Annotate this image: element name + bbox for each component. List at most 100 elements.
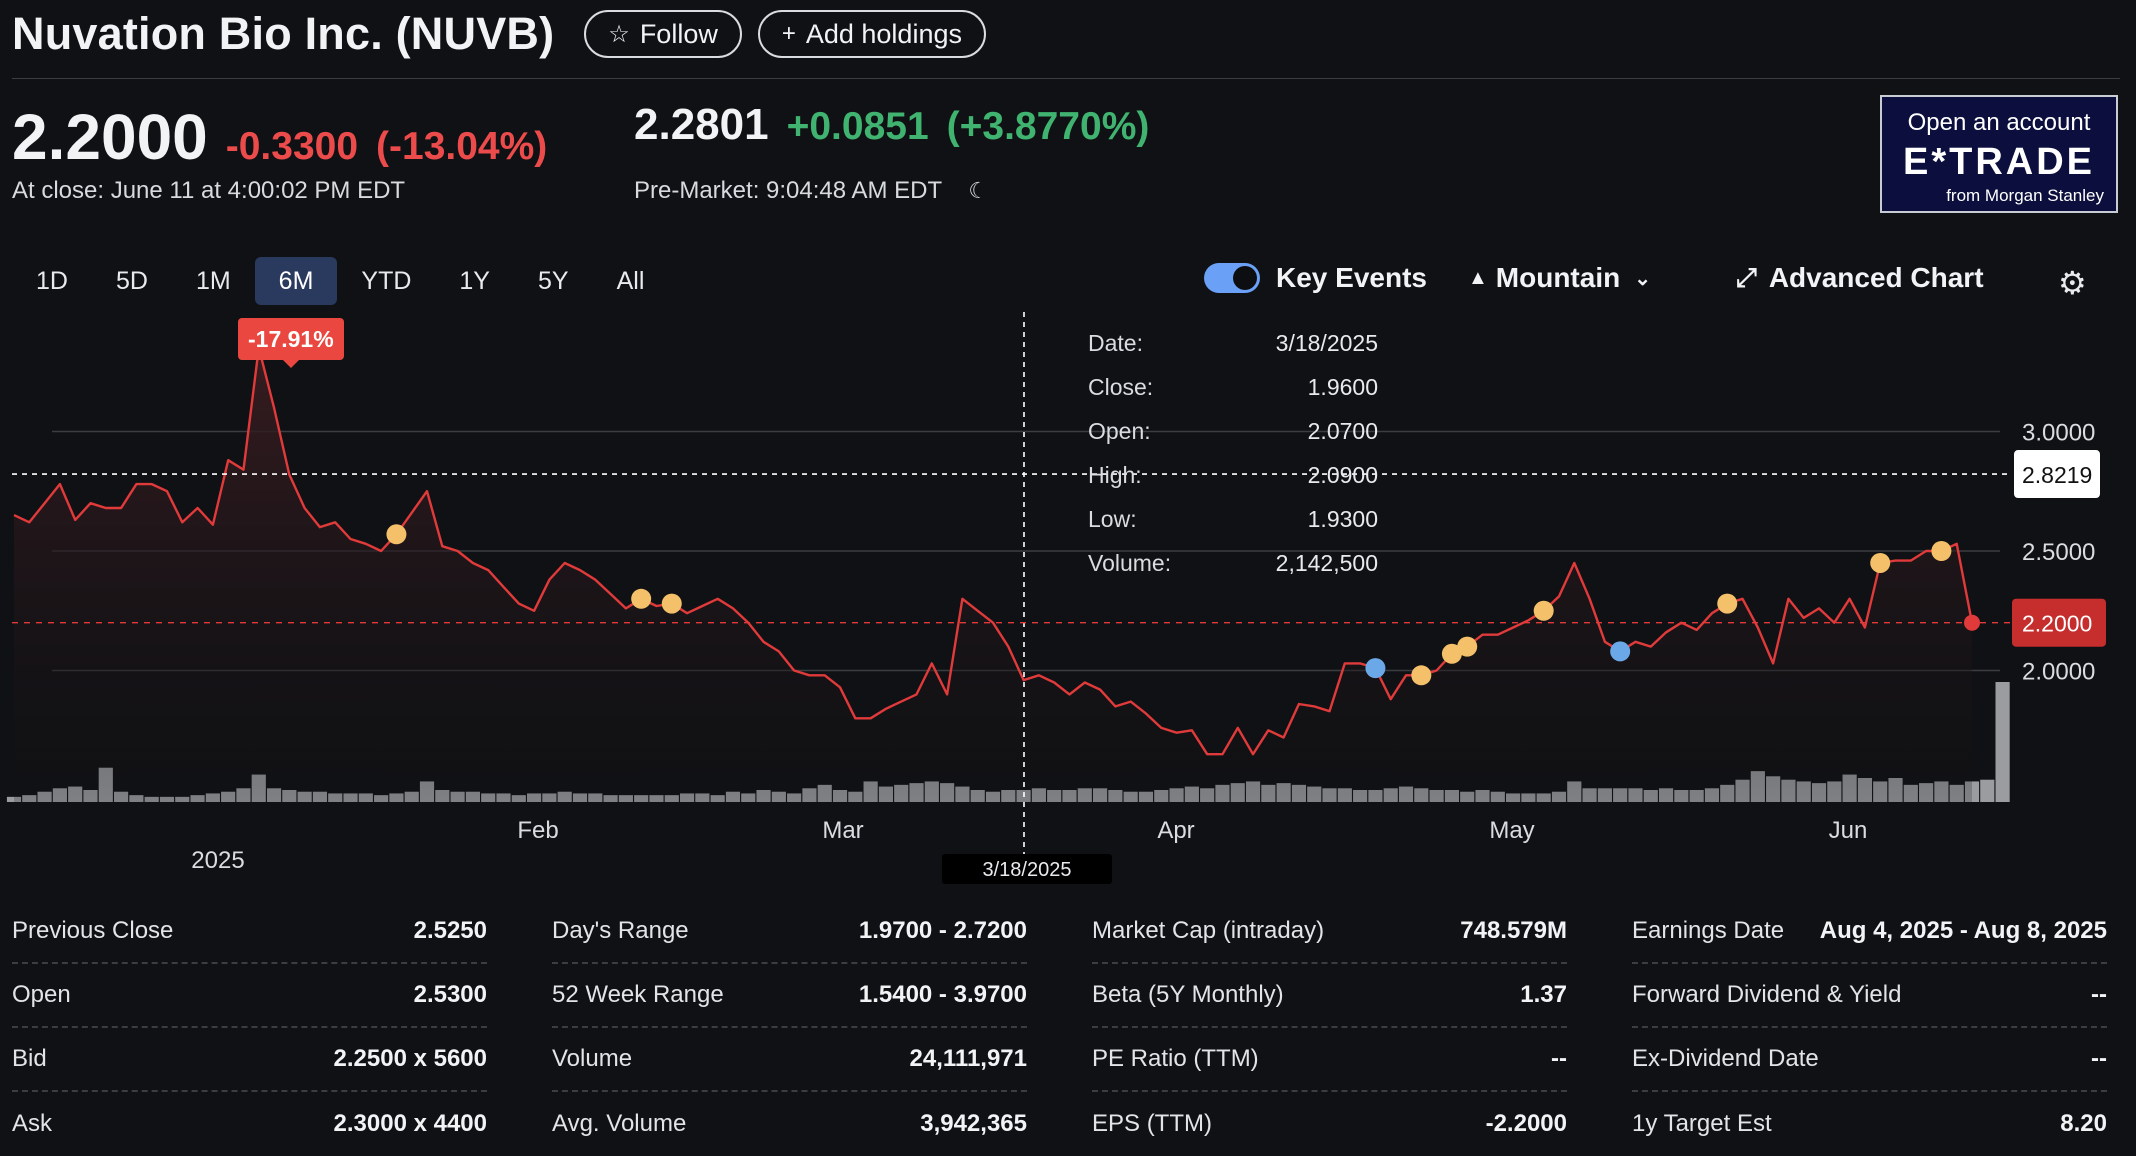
advanced-chart-label: Advanced Chart (1768, 262, 1984, 293)
stat-label: 1y Target Est (1632, 1110, 1772, 1137)
key-event-marker (1457, 636, 1478, 657)
price-chart[interactable]: 3.0000 2.5000 2.0000 2.8219 2.2000 Feb Mar Apr M… (0, 300, 2136, 900)
crosshair-date-box (942, 854, 1112, 884)
stats-column: Day's Range 1.9700 - 2.7200 52 Week Range 1… (552, 900, 1027, 1156)
tooltip-row: Volume: 2,142,500 (1088, 550, 1378, 594)
tooltip-row: Low: 1.9300 (1088, 506, 1378, 550)
close-change-pct: (-13.04%) (376, 125, 548, 168)
stat-label: Open (12, 981, 71, 1008)
chart-type-label: Mountain (1495, 262, 1621, 293)
key-event-marker (661, 593, 682, 614)
stat-label: Beta (5Y Monthly) (1092, 981, 1284, 1008)
last-price-dot (1964, 614, 1980, 631)
price-area (14, 347, 1972, 802)
gear-icon[interactable]: ⚙ (2058, 265, 2087, 301)
add-holdings-label: Add holdings (805, 18, 962, 49)
stat-value: 8.20 (2060, 1110, 2107, 1137)
stat-label: Previous Close (12, 917, 174, 944)
current-price-label: 2.2000 (2022, 611, 2092, 637)
stat-value: -- (1551, 1045, 1567, 1072)
stats-row: 1y Target Est 8.20 (1632, 1092, 2107, 1156)
tooltip-row: Open: 2.0700 (1088, 418, 1378, 462)
toggle-switch[interactable] (1204, 263, 1260, 293)
header-divider (12, 78, 2120, 79)
key-events-label: Key Events (1276, 262, 1427, 293)
stats-row: Previous Close 2.5250 (12, 900, 487, 964)
chart-type-select[interactable]: ▲ Mountain ⌄ (1468, 262, 1651, 294)
performance-badge: -17.91% (238, 318, 344, 368)
stat-value: 748.579M (1460, 917, 1567, 944)
x-tick-label: May (1489, 817, 1534, 844)
price-line (13, 346, 1974, 756)
header: Nuvation Bio Inc. (NUVB) ☆ Follow + Add … (12, 6, 986, 62)
advanced-chart-button[interactable]: ⤢ Advanced Chart (1736, 262, 1984, 294)
y-tick-label: 3.0000 (2022, 419, 2095, 446)
range-tab-ytd[interactable]: YTD (361, 266, 412, 295)
stat-label: Volume (552, 1045, 633, 1072)
stat-label: Market Cap (intraday) (1092, 917, 1325, 944)
tooltip-value: 3/18/2025 (1275, 330, 1378, 356)
current-price-box (2012, 598, 2106, 647)
range-tab-1d[interactable]: 1D (36, 266, 68, 295)
pre-market-time: Pre-Market: 9:04:48 AM EDT (634, 177, 942, 204)
key-event-marker (1365, 658, 1386, 679)
stats-row: Open 2.5300 (12, 964, 487, 1028)
range-tab-1m[interactable]: 1M (195, 266, 231, 295)
stats-row: 52 Week Range 1.5400 - 3.9700 (552, 964, 1027, 1028)
tooltip-label: Low: (1088, 506, 1137, 532)
stats-row: PE Ratio (TTM) -- (1092, 1028, 1567, 1092)
close-change: -0.3300 (225, 125, 359, 168)
pre-market-quote: 2.2801 +0.0851 (+3.8770%) (634, 100, 1149, 150)
stat-value: 2.5250 (413, 917, 487, 944)
ad-brand: E*TRADE (1902, 141, 2096, 183)
x-tick-label: Feb (517, 817, 558, 844)
stat-label: Bid (12, 1045, 47, 1072)
stat-value: Aug 4, 2025 - Aug 8, 2025 (1819, 917, 2107, 944)
tooltip-label: Open: (1088, 418, 1151, 444)
key-event-marker (1411, 665, 1432, 686)
stat-label: Ex-Dividend Date (1632, 1045, 1819, 1072)
key-event-marker (1441, 643, 1462, 664)
crosshair-price-box (2014, 450, 2100, 499)
stats-row: Bid 2.2500 x 5600 (12, 1028, 487, 1092)
close-quote: 2.2000 -0.3300 (-13.04%) (12, 100, 547, 174)
x-tick-label: Mar (822, 817, 863, 844)
key-event-marker (631, 588, 652, 609)
range-tab-1y[interactable]: 1Y (459, 266, 490, 295)
page-title: Nuvation Bio Inc. (NUVB) (12, 8, 555, 59)
stats-row: EPS (TTM) -2.2000 (1092, 1092, 1567, 1156)
stat-label: 52 Week Range (552, 981, 724, 1008)
pre-market-time-row: Pre-Market: 9:04:48 AM EDT ☾ (634, 177, 988, 205)
stat-value: 2.5300 (413, 981, 487, 1008)
tooltip-value: 2.0900 (1307, 462, 1378, 488)
follow-button[interactable]: ☆ Follow (584, 10, 742, 58)
x-tick-label: Apr (1157, 817, 1194, 844)
volume-bar (1980, 779, 1995, 802)
x-tick-label: 2025 (191, 847, 244, 874)
key-event-marker (1717, 593, 1738, 614)
stat-label: Earnings Date (1632, 917, 1785, 944)
add-holdings-button[interactable]: + Add holdings (757, 10, 986, 58)
tooltip-value: 1.9600 (1307, 374, 1378, 400)
key-events-toggle[interactable]: Key Events (1204, 262, 1427, 294)
chevron-down-icon: ⌄ (1634, 267, 1651, 290)
range-tab-5d[interactable]: 5D (115, 266, 148, 295)
key-event-marker (1931, 541, 1952, 561)
stats-row: Beta (5Y Monthly) 1.37 (1092, 964, 1567, 1028)
x-tick-label: Jun (1829, 817, 1868, 844)
stats-column: Earnings Date Aug 4, 2025 - Aug 8, 2025 Fo… (1632, 900, 2107, 1156)
key-event-marker (1533, 600, 1554, 621)
tooltip-row: Date: 3/18/2025 (1088, 330, 1378, 374)
stats-row: Volume 24,111,971 (552, 1028, 1027, 1092)
key-event-marker (1610, 641, 1631, 662)
range-tab-all[interactable]: All (616, 266, 645, 295)
etrade-ad[interactable]: Open an account E*TRADE from Morgan Stan… (1880, 95, 2118, 213)
range-tab-6m[interactable]: 6M (254, 257, 338, 305)
crosshair-price-label: 2.8219 (2022, 462, 2092, 488)
stat-label: PE Ratio (TTM) (1092, 1045, 1259, 1072)
tooltip-row: Close: 1.9600 (1088, 374, 1378, 418)
stat-label: Ask (12, 1110, 53, 1137)
stat-value: 2.2500 x 5600 (333, 1045, 487, 1072)
range-tab-5y[interactable]: 5Y (538, 266, 569, 295)
stat-value: -- (2091, 1045, 2107, 1072)
